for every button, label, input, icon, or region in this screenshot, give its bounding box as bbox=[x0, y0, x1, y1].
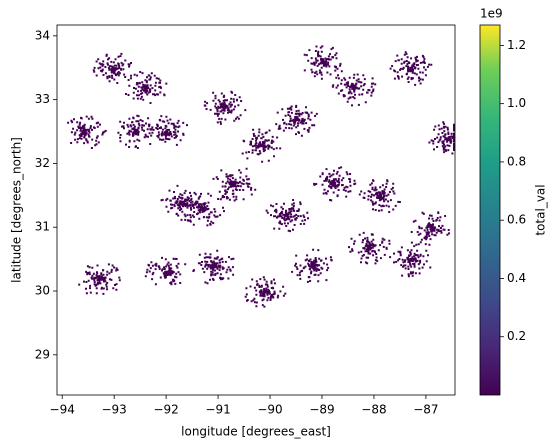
colorbar-tick-label: 0.8 bbox=[507, 154, 526, 168]
raster-cluster bbox=[203, 90, 247, 125]
raster-cluster bbox=[358, 179, 401, 213]
y-tick-label: 33 bbox=[35, 92, 50, 106]
raster-cluster bbox=[78, 263, 121, 295]
colorbar-offset: 1e9 bbox=[480, 7, 503, 21]
raster-cluster bbox=[410, 211, 450, 246]
raster-cluster bbox=[145, 115, 188, 146]
colorbar-label: total_val bbox=[534, 184, 548, 235]
colorbar-tick-label: 1.0 bbox=[507, 96, 526, 110]
x-tick-label: −93 bbox=[101, 403, 126, 417]
colorbar-tick-label: 0.4 bbox=[507, 271, 526, 285]
y-tick-label: 32 bbox=[35, 156, 50, 170]
x-tick-label: −89 bbox=[309, 403, 334, 417]
raster-cluster bbox=[160, 184, 202, 221]
raster-cluster bbox=[92, 52, 136, 84]
raster-cluster bbox=[389, 51, 433, 86]
axes-frame bbox=[56, 24, 456, 396]
x-tick-label: −91 bbox=[205, 403, 230, 417]
raster-cluster bbox=[389, 241, 432, 278]
raster-cluster bbox=[117, 114, 158, 149]
x-tick-label: −87 bbox=[413, 403, 438, 417]
raster-cluster bbox=[212, 167, 257, 202]
x-tick-label: −88 bbox=[361, 403, 386, 417]
raster-cluster bbox=[291, 248, 333, 283]
plot-area bbox=[67, 45, 455, 308]
raster-cluster bbox=[244, 276, 287, 308]
raster-cluster bbox=[313, 166, 357, 202]
x-axis-label: longitude [degrees_east] bbox=[181, 425, 331, 439]
raster-cluster bbox=[67, 115, 107, 149]
colorbar bbox=[479, 24, 501, 396]
raster-cluster bbox=[428, 121, 455, 155]
raster-cluster bbox=[125, 71, 168, 104]
x-tick-label: −90 bbox=[257, 403, 282, 417]
y-tick-label: 30 bbox=[35, 284, 50, 298]
x-tick-label: −92 bbox=[153, 403, 178, 417]
raster-cluster bbox=[192, 249, 235, 285]
raster-cluster bbox=[331, 73, 377, 107]
colorbar-tick-label: 0.2 bbox=[507, 329, 526, 343]
colorbar-tick-label: 0.6 bbox=[507, 213, 526, 227]
raster-cluster bbox=[241, 128, 282, 163]
y-axis-label: latitude [degrees_north] bbox=[10, 137, 24, 283]
colorbar-tick-label: 1.2 bbox=[507, 38, 526, 52]
raster-cluster bbox=[275, 104, 318, 137]
y-tick-label: 34 bbox=[35, 28, 50, 42]
y-tick-label: 29 bbox=[35, 347, 50, 361]
raster-cluster bbox=[303, 45, 343, 80]
raster-cluster bbox=[348, 231, 391, 265]
raster-cluster bbox=[144, 256, 187, 286]
y-tick-label: 31 bbox=[35, 220, 50, 234]
x-tick-label: −94 bbox=[50, 403, 75, 417]
raster-cluster bbox=[183, 192, 225, 227]
raster-cluster bbox=[265, 199, 309, 233]
